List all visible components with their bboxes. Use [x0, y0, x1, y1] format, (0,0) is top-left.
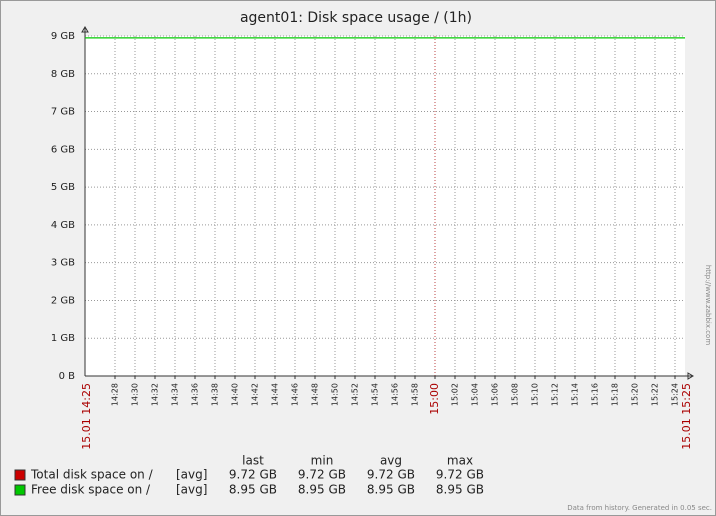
x-tick-label: 15:20 [631, 383, 640, 406]
x-tick-label: 14:32 [151, 383, 160, 406]
y-tick-label: 6 GB [51, 144, 75, 155]
x-tick-label: 14:36 [191, 383, 200, 406]
x-tick-label: 15:02 [451, 383, 460, 406]
x-tick-label: 14:38 [211, 383, 220, 406]
x-tick-label: 15:18 [611, 383, 620, 406]
legend-header: last [242, 454, 264, 468]
x-tick-label: 15:08 [511, 383, 520, 406]
legend-stat: 9.72 GB [298, 468, 346, 482]
legend-func: [avg] [176, 468, 207, 482]
x-tick-label: 14:52 [351, 383, 360, 406]
side-note: http://www.zabbix.com [704, 265, 712, 345]
legend-swatch [14, 484, 26, 496]
y-tick-label: 8 GB [51, 69, 75, 80]
y-tick-label: 4 GB [51, 220, 75, 231]
y-tick-label: 9 GB [51, 31, 75, 42]
x-tick-label: 14:46 [291, 383, 300, 406]
chart-title: agent01: Disk space usage / (1h) [240, 10, 472, 26]
legend-stat: 8.95 GB [436, 483, 484, 497]
x-tick-label: 14:44 [271, 383, 280, 406]
x-tick-label: 15:16 [591, 383, 600, 406]
y-tick-label: 1 GB [51, 333, 75, 344]
x-tick-label: 15:24 [671, 383, 680, 406]
x-tick-label: 14:34 [171, 383, 180, 406]
y-axis-arrow [81, 26, 89, 33]
y-tick-label: 5 GB [51, 182, 75, 193]
x-tick-label: 14:48 [311, 383, 320, 406]
legend-swatch [14, 469, 26, 481]
legend-header: avg [380, 454, 402, 468]
x-tick-label: 14:42 [251, 383, 260, 406]
x-axis-arrow [687, 372, 694, 380]
legend-label: Total disk space on / [30, 468, 154, 482]
x-limit-label: 15.01 15:25 [680, 383, 693, 450]
legend-stat: 9.72 GB [367, 468, 415, 482]
legend-stat: 8.95 GB [298, 483, 346, 497]
legend-header: max [447, 454, 473, 468]
x-tick-label: 15:22 [651, 383, 660, 406]
legend-stat: 8.95 GB [229, 483, 277, 497]
x-tick-label: 14:54 [371, 383, 380, 406]
x-tick-label: 14:30 [131, 383, 140, 406]
legend-stat: 8.95 GB [367, 483, 415, 497]
x-tick-label: 14:56 [391, 383, 400, 406]
legend-func: [avg] [176, 483, 207, 497]
y-tick-label: 7 GB [51, 107, 75, 118]
footer: Data from history. Generated in 0.05 sec… [567, 504, 712, 512]
y-tick-label: 2 GB [51, 295, 75, 306]
legend-stat: 9.72 GB [436, 468, 484, 482]
x-tick-label: 15:14 [571, 383, 580, 406]
x-tick-label: 14:58 [411, 383, 420, 406]
x-tick-label: 15:10 [531, 383, 540, 406]
x-tick-label: 14:28 [111, 383, 120, 406]
x-limit-label: 15.01 14:25 [80, 383, 93, 450]
y-tick-label: 3 GB [51, 258, 75, 269]
legend-label: Free disk space on / [31, 483, 151, 497]
legend-stat: 9.72 GB [229, 468, 277, 482]
x-tick-label: 14:40 [231, 383, 240, 406]
legend-header: min [311, 454, 334, 468]
plot-area [85, 36, 685, 376]
x-tick-label: 15:04 [471, 383, 480, 406]
y-tick-label: 0 B [59, 371, 76, 382]
x-tick-label: 14:50 [331, 383, 340, 406]
x-tick-label: 15:12 [551, 383, 560, 406]
x-tick-label: 15:06 [491, 383, 500, 406]
x-tick-label: 15:00 [428, 383, 441, 415]
